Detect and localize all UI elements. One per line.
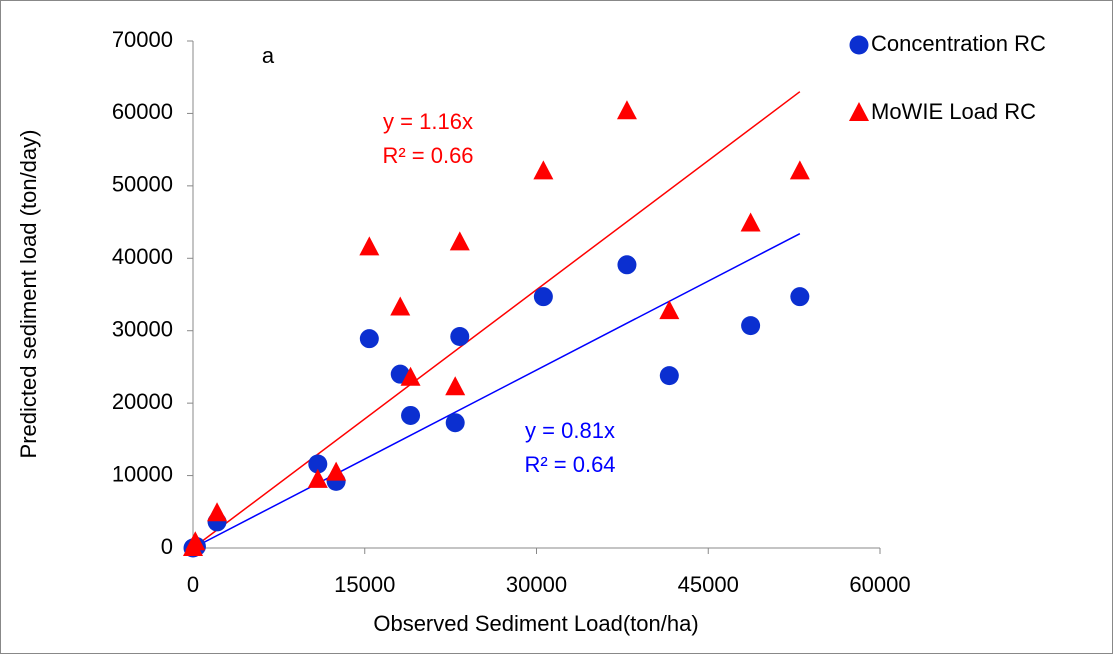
y-tick-label: 30000 [112,317,173,342]
x-tick-label: 45000 [678,572,739,597]
data-point [740,212,761,232]
data-point [533,287,553,307]
y-tick-label: 50000 [112,172,173,197]
y-tick-label: 70000 [112,27,173,52]
x-tick-label: 30000 [506,572,567,597]
data-point [659,300,680,320]
data-point [359,329,379,349]
y-tick-label: 40000 [112,244,173,269]
y-tick-label: 10000 [112,461,173,486]
legend-label: MoWIE Load RC [871,99,1036,124]
y-axis-label: Predicted sediment load (ton/day) [16,130,41,459]
data-point [741,316,761,336]
data-point [659,366,679,386]
x-tick-label: 15000 [334,572,395,597]
data-point [308,454,328,474]
data-point [617,255,637,275]
legend-label: Concentration RC [871,31,1046,56]
data-point [445,376,466,396]
data-point [533,160,554,180]
data-point [616,100,637,120]
data-point [390,296,411,316]
y-tick-label: 0 [161,534,173,559]
data-point [401,405,421,425]
trendline-r2: R² = 0.64 [524,452,615,477]
data-point [449,231,470,251]
data-point [789,160,810,180]
data-point [326,461,347,481]
data-point [445,413,465,433]
trendline-equation: y = 1.16x [383,109,473,134]
y-tick-label: 20000 [112,389,173,414]
x-tick-label: 0 [187,572,199,597]
legend-marker [849,35,869,55]
x-axis-label: Observed Sediment Load(ton/ha) [373,611,698,636]
trendline [192,91,801,549]
trendline [192,232,801,549]
data-point [359,236,380,256]
trendline-r2: R² = 0.66 [382,143,473,168]
data-point [207,502,228,522]
y-tick-label: 60000 [112,99,173,124]
data-point [185,531,206,551]
trendline-equation: y = 0.81x [525,418,615,443]
panel-label: a [262,43,275,68]
data-point [400,366,421,386]
x-tick-label: 60000 [849,572,910,597]
legend-marker [849,102,869,121]
data-point [307,468,328,488]
data-point [450,327,470,347]
data-point [790,287,810,307]
